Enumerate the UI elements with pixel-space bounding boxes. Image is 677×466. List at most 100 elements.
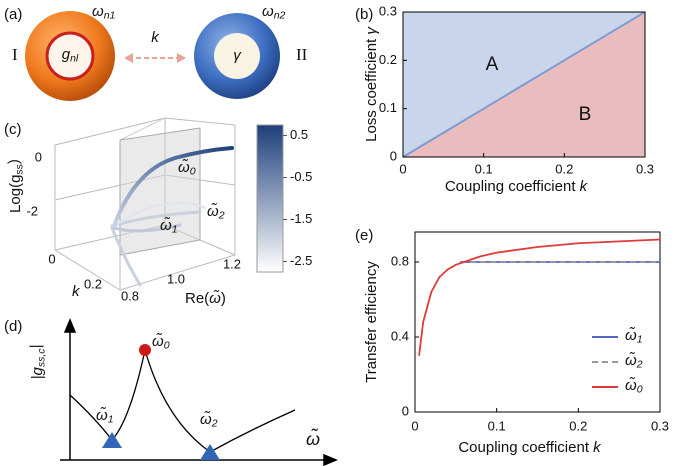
y-tick-label: 0.8 (391, 253, 409, 268)
resonator-1 (25, 11, 115, 101)
panel-label: (b) (355, 6, 373, 23)
re-axis-label-part: ω̃ (209, 290, 221, 307)
point-label-part: 1 (108, 413, 114, 425)
x-tick-label: 0.1 (475, 161, 493, 176)
re-axis-label: Re(ω̃) (185, 290, 226, 307)
x-tick-label: 0.3 (651, 418, 669, 433)
y-tick-label: 0 (402, 403, 409, 418)
x-axis-label: Coupling coefficient k (458, 439, 602, 456)
x-tick-label: 0 (399, 161, 406, 176)
point-label: ω̃2 (200, 411, 218, 429)
x-tick-label: 0.2 (569, 418, 587, 433)
boundary-line (402, 11, 646, 158)
panel-label: (a) (4, 6, 22, 23)
curve-label-part: 0 (190, 165, 196, 177)
curve-label-part: 1 (172, 223, 178, 235)
x-tick-label: 0.3 (636, 161, 654, 176)
point-label-part: 0 (164, 339, 170, 351)
coupling-label: k (151, 29, 160, 46)
colorbar-tick-label: 0.5 (290, 127, 308, 142)
x-axis-label: Coupling coefficient k (445, 178, 589, 195)
point-label-part: ω̃ (152, 333, 164, 350)
region-label: A (486, 54, 499, 75)
y-tick-label: 0.2 (379, 52, 397, 67)
plot-frame (414, 231, 661, 413)
schematic-curve (69, 349, 296, 453)
point-label-part: ω̃ (200, 411, 212, 428)
region-label: B (579, 104, 592, 125)
re-axis-label-part: Re( (185, 290, 209, 307)
y-tick-label: 0.4 (391, 328, 409, 343)
y-axis-label: Transfer efficiency (363, 261, 380, 383)
resonator-2 (194, 13, 280, 99)
y-tick-label: 0 (390, 148, 397, 163)
point-label-part: 2 (211, 417, 218, 429)
y-axis-label-part: |g (29, 367, 46, 380)
y-axis-label-part: Loss coefficient (363, 35, 380, 142)
legend-label-part: ω̃ (625, 377, 637, 394)
panel-label: (e) (355, 227, 373, 244)
z-axis-label-part: Log(g (7, 175, 24, 213)
curve-label-part: ω̃ (207, 203, 219, 220)
curve-label: ω̃0 (178, 159, 196, 177)
roman-label: II (296, 45, 308, 64)
frequency-label-part: n2 (274, 9, 286, 21)
gain-label-part: g (62, 46, 71, 63)
gain-label: gnl (62, 46, 79, 64)
k-axis-label: k (72, 283, 81, 300)
panel-label: (d) (4, 318, 22, 335)
gain-label-part: nl (70, 52, 79, 64)
curve-label-part: ω̃ (178, 159, 190, 176)
z-axis-label: Log(gss) (5, 159, 25, 213)
schematic-axes (60, 318, 338, 466)
x-axis-label-part: Coupling coefficient (445, 178, 580, 195)
k-tick-label: 0.2 (84, 276, 102, 291)
legend-label-part: ω̃ (625, 327, 637, 344)
y-tick-label: 0.3 (379, 3, 397, 18)
colorbar-tick-label: -1.5 (290, 211, 312, 226)
point-label: ω̃1 (96, 407, 114, 425)
plot-frame (402, 11, 646, 158)
point-label-part: ω̃ (96, 407, 108, 424)
x-tick-label: 0.1 (488, 418, 506, 433)
legend-label: ω̃2 (625, 352, 643, 370)
re-axis-label-part: ) (221, 290, 226, 307)
colorbar-tick-label: -0.5 (290, 169, 312, 184)
z-tick-label: 0 (35, 149, 42, 164)
re-tick-label: 1.2 (223, 256, 241, 271)
marker-2 (200, 444, 220, 460)
frequency-label: ωn1 (92, 3, 115, 21)
frame-3d (54, 117, 236, 291)
frequency-label-part: n1 (104, 9, 116, 21)
legend-label: ω̃0 (625, 377, 643, 395)
roman-label: I (12, 45, 18, 64)
z-axis-label-part: ) (5, 159, 22, 164)
panel-label: (c) (4, 121, 22, 138)
y-axis-label-part: ss,c (35, 348, 47, 367)
curve-label: ω̃2 (207, 203, 225, 221)
re-tick-label: 1.0 (167, 271, 185, 286)
legend-label-part: 1 (637, 333, 643, 345)
series-line (418, 238, 661, 356)
point-label: ω̃0 (152, 333, 170, 351)
x-tick-label: 0.2 (555, 161, 573, 176)
x-axis-label-part: Coupling coefficient (458, 439, 593, 456)
legend-label-part: 0 (637, 383, 643, 395)
curves-3d (110, 146, 234, 287)
y-axis-label: Loss coefficient γ (363, 26, 380, 142)
legend-label-part: 2 (636, 358, 643, 370)
marker-0 (139, 344, 151, 356)
colorbar-tick-label: -2.5 (290, 253, 312, 268)
x-tick-label: 0 (411, 418, 418, 433)
z-tick-label: -2 (26, 203, 38, 218)
y-axis-label-part: γ (363, 26, 380, 35)
loss-label: γ (233, 47, 242, 64)
frequency-label-part: ω (262, 3, 274, 20)
marker-1 (102, 432, 122, 448)
frequency-label: ωn2 (262, 3, 286, 21)
z-axis-label-part: ss (13, 164, 25, 175)
curve-label-part: ω̃ (160, 217, 172, 234)
y-axis-label-part: | (27, 345, 44, 349)
x-axis-label-part: k (580, 178, 589, 195)
